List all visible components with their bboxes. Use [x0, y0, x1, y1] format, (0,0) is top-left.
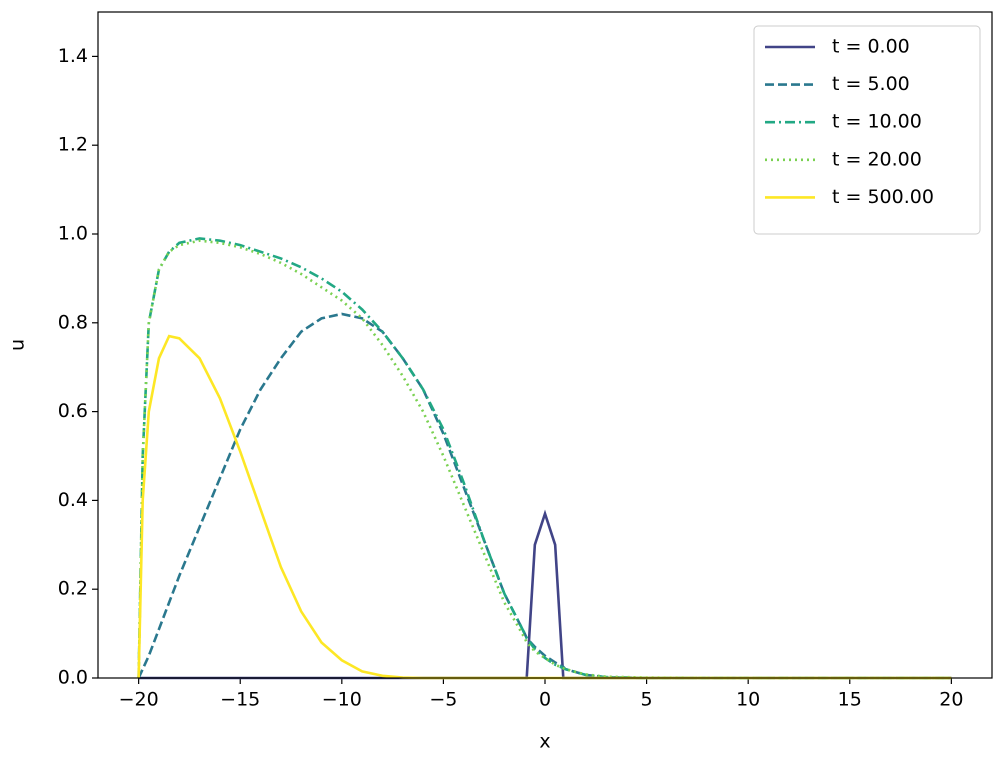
- x-tick-label: 15: [838, 689, 862, 711]
- x-axis-label: x: [539, 731, 550, 753]
- x-tick-label: −5: [429, 689, 457, 711]
- y-tick-label: 0.6: [58, 400, 88, 422]
- y-tick-label: 0.2: [58, 578, 88, 600]
- y-tick-label: 1.4: [58, 45, 88, 67]
- legend-label: t = 0.00: [832, 36, 910, 58]
- y-axis-label: u: [7, 339, 29, 351]
- x-tick-label: −15: [220, 689, 260, 711]
- y-tick-label: 1.2: [58, 134, 88, 156]
- x-tick-label: 0: [539, 689, 551, 711]
- data-line: [138, 509, 952, 680]
- y-tick-label: 0.4: [58, 489, 88, 511]
- legend-label: t = 500.00: [832, 186, 934, 208]
- data-line: [137, 237, 952, 680]
- data-line: [137, 239, 952, 680]
- x-tick-label: −20: [119, 689, 159, 711]
- legend-label: t = 20.00: [832, 148, 922, 170]
- y-tick-label: 1.0: [58, 223, 88, 245]
- x-tick-label: −10: [322, 689, 362, 711]
- legend-box: [753, 25, 981, 235]
- x-tick-label: 10: [736, 689, 760, 711]
- y-tick-label: 0.0: [58, 667, 88, 689]
- legend-label: t = 5.00: [832, 73, 910, 95]
- data-line: [137, 312, 952, 680]
- plot-frame: [97, 11, 993, 679]
- legend-label: t = 10.00: [832, 111, 922, 133]
- x-tick-label: 20: [939, 689, 963, 711]
- x-tick-label: 5: [641, 689, 653, 711]
- y-tick-label: 0.8: [58, 311, 88, 333]
